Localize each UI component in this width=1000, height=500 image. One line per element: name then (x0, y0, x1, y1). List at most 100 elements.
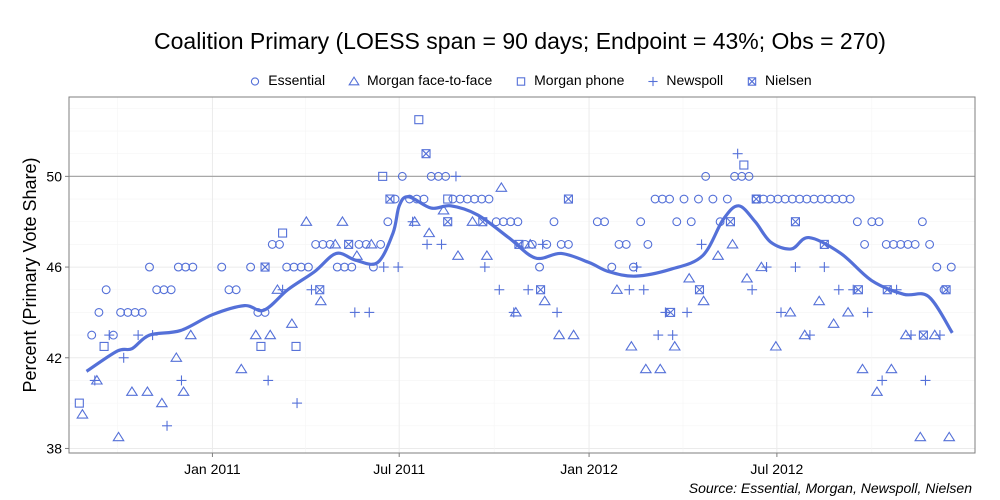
legend-marker (348, 76, 360, 86)
point-essential (433, 171, 443, 181)
point-morgan-face-to-face (538, 295, 551, 306)
point-morgan-face-to-face (552, 329, 566, 340)
point-newspoll (378, 262, 389, 273)
point-morgan-face-to-face (263, 329, 277, 340)
point-essential (896, 239, 906, 249)
point-newspoll (638, 284, 649, 295)
point-essential (354, 239, 364, 249)
legend-marker (747, 77, 757, 87)
point-newspoll (364, 307, 375, 318)
point-newspoll (848, 284, 859, 295)
point-newspoll (436, 239, 447, 250)
point-morgan-face-to-face (437, 204, 450, 215)
point-morgan-face-to-face (112, 431, 125, 442)
legend-item-nielsen: Nielsen (745, 72, 812, 88)
point-essential (123, 307, 133, 317)
point-essential (506, 217, 516, 227)
point-newspoll (667, 330, 678, 341)
point-newspoll (292, 398, 303, 409)
point-essential (217, 262, 227, 272)
point-morgan-face-to-face (625, 340, 638, 351)
point-newspoll (349, 307, 360, 318)
point-morgan-face-to-face (682, 272, 696, 283)
point-morgan-phone (378, 171, 388, 181)
point-morgan-face-to-face (314, 295, 328, 306)
point-essential (946, 262, 956, 272)
x-tick-label: Jul 2011 (373, 461, 425, 477)
point-newspoll (422, 239, 433, 250)
point-newspoll (306, 284, 317, 295)
x-tick-label: Jul 2012 (750, 461, 803, 477)
point-morgan-face-to-face (654, 363, 667, 374)
point-morgan-face-to-face (755, 261, 768, 272)
point-essential (636, 217, 646, 227)
point-essential (903, 239, 913, 249)
point-essential (643, 239, 653, 249)
point-nielsen (385, 194, 395, 204)
point-newspoll (732, 148, 743, 159)
point-essential (549, 217, 559, 227)
y-tick-label: 46 (46, 259, 62, 275)
point-morgan-face-to-face (329, 238, 342, 249)
point-newspoll (479, 262, 490, 273)
point-essential (455, 194, 465, 204)
point-essential (448, 194, 458, 204)
plus-marker-icon (648, 77, 658, 87)
point-essential (513, 217, 523, 227)
point-newspoll (263, 375, 274, 386)
point-essential (686, 217, 696, 227)
point-newspoll (920, 375, 931, 386)
point-essential (917, 217, 927, 227)
point-essential (874, 217, 884, 227)
point-newspoll (833, 284, 844, 295)
legend-label: Morgan phone (534, 72, 625, 89)
point-newspoll (776, 307, 787, 318)
point-newspoll (906, 330, 917, 341)
point-morgan-face-to-face (567, 329, 580, 340)
point-morgan-face-to-face (798, 329, 811, 340)
point-nielsen (344, 239, 354, 249)
point-nielsen (918, 330, 928, 340)
point-morgan-phone (74, 398, 84, 408)
point-morgan-phone (278, 228, 288, 238)
point-essential (614, 239, 624, 249)
legend-marker (648, 77, 658, 87)
legend-label: Essential (268, 72, 326, 89)
point-morgan-phone (256, 341, 266, 351)
point-essential (600, 217, 610, 227)
point-essential (932, 262, 942, 272)
point-newspoll (523, 284, 534, 295)
point-morgan-face-to-face (141, 385, 154, 396)
point-newspoll (819, 262, 830, 273)
point-essential (657, 194, 667, 204)
point-morgan-face-to-face (76, 408, 89, 419)
point-morgan-phone (99, 341, 109, 351)
point-essential (694, 194, 703, 204)
point-essential (303, 262, 313, 272)
point-morgan-face-to-face (365, 238, 378, 249)
triangle-marker-icon (348, 76, 360, 86)
point-nielsen (853, 285, 863, 295)
point-nielsen (725, 217, 735, 227)
point-newspoll (89, 375, 100, 386)
point-morgan-face-to-face (870, 385, 884, 396)
point-newspoll (747, 284, 758, 295)
point-essential (181, 262, 191, 272)
point-morgan-face-to-face (769, 340, 783, 351)
point-essential (737, 171, 747, 181)
point-morgan-face-to-face (466, 215, 479, 226)
point-morgan-face-to-face (639, 363, 653, 374)
point-essential (188, 262, 198, 272)
point-newspoll (176, 375, 187, 386)
point-newspoll (450, 171, 461, 182)
point-morgan-face-to-face (784, 306, 797, 317)
point-essential (116, 307, 126, 317)
point-newspoll (653, 330, 664, 341)
point-morgan-face-to-face (697, 295, 710, 306)
point-newspoll (393, 262, 404, 273)
point-essential (838, 194, 848, 204)
legend-label: Nielsen (765, 72, 812, 89)
point-essential (231, 285, 241, 295)
point-essential (556, 239, 566, 249)
plot-panel (69, 97, 975, 453)
